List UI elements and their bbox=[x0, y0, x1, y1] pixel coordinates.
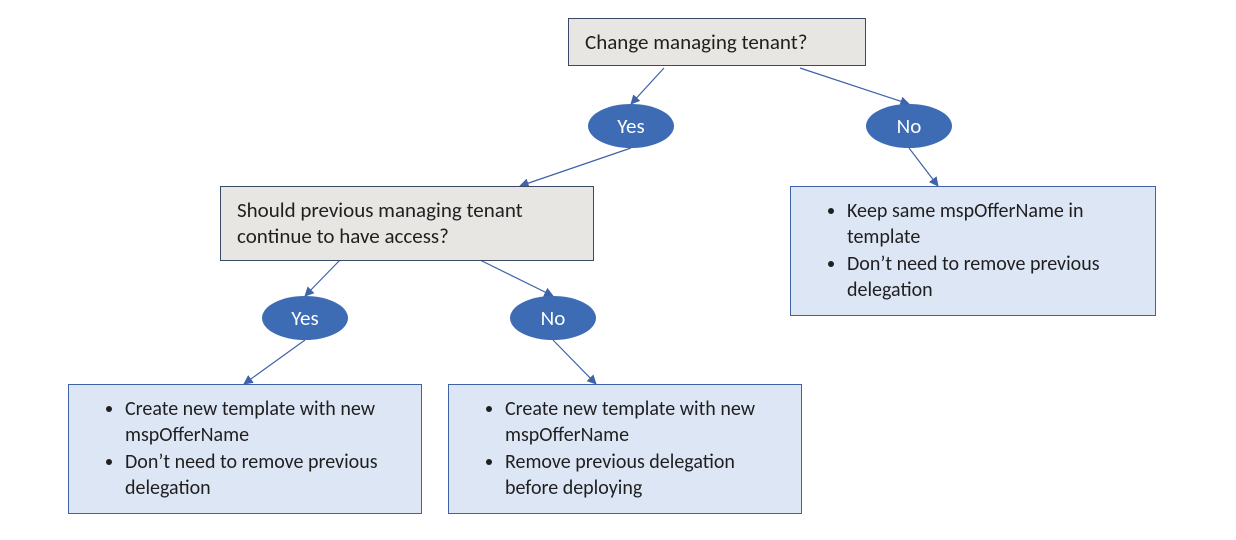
edge-q1-no1 bbox=[800, 68, 909, 104]
decision-yes-1: Yes bbox=[588, 104, 674, 148]
edge-no1-result bbox=[909, 148, 938, 186]
edge-no2-result bbox=[553, 340, 596, 384]
result-item: Create new template with new mspOfferNam… bbox=[125, 397, 407, 448]
decision-no-1: No bbox=[866, 104, 952, 148]
decision-label: Yes bbox=[291, 305, 318, 331]
result-remove-previous: Create new template with new mspOfferNam… bbox=[448, 384, 802, 514]
decision-no-2: No bbox=[510, 296, 596, 340]
result-item: Create new template with new mspOfferNam… bbox=[505, 397, 787, 448]
edge-yes2-result bbox=[244, 340, 305, 384]
question-change-tenant: Change managing tenant? bbox=[568, 18, 866, 66]
decision-label: Yes bbox=[617, 113, 644, 139]
question-text: Should previous managing tenant continue… bbox=[237, 197, 523, 249]
result-item: Keep same mspOfferName in template bbox=[847, 199, 1141, 250]
edge-q1-yes1 bbox=[631, 68, 664, 104]
decision-label: No bbox=[541, 305, 566, 331]
question-text: Change managing tenant? bbox=[585, 29, 807, 55]
decision-yes-2: Yes bbox=[262, 296, 348, 340]
result-item: Don’t need to remove previous delegation bbox=[847, 252, 1141, 303]
edge-q2-yes2 bbox=[305, 260, 340, 296]
flowchart-canvas: Change managing tenant? Yes No Should pr… bbox=[0, 0, 1236, 540]
result-keep-previous: Create new template with new mspOfferNam… bbox=[68, 384, 422, 514]
result-item: Don’t need to remove previous delegation bbox=[125, 450, 407, 501]
edge-yes1-q2 bbox=[520, 148, 631, 186]
question-previous-access: Should previous managing tenant continue… bbox=[220, 186, 594, 261]
decision-label: No bbox=[897, 113, 922, 139]
result-item: Remove previous delegation before deploy… bbox=[505, 450, 787, 501]
edge-q2-no2 bbox=[480, 260, 553, 296]
result-no-change: Keep same mspOfferName in template Don’t… bbox=[790, 186, 1156, 316]
